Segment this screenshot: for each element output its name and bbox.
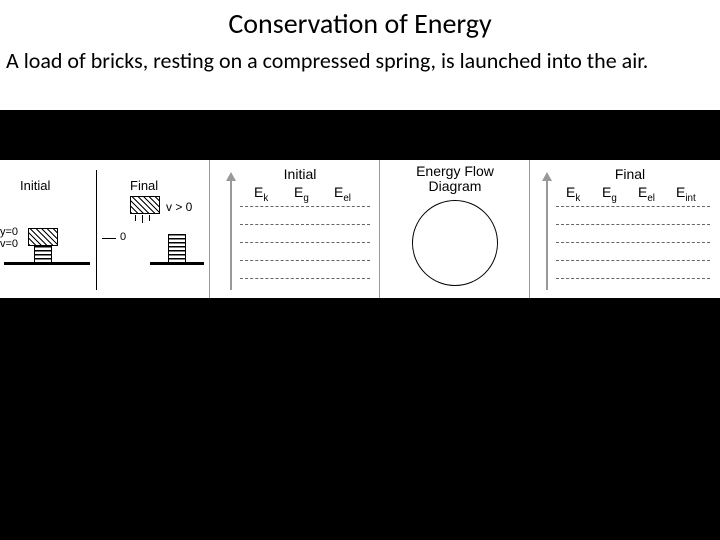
zero-tick: [102, 238, 116, 239]
motion-tick: [142, 215, 143, 223]
label-ek: Ek: [254, 184, 268, 204]
body-text: A load of bricks, resting on a compresse…: [6, 48, 706, 74]
label-eg: Eg: [294, 184, 309, 204]
panel-initial-barchart: Initial Ek Eg Eel: [210, 160, 380, 298]
label-vpos: v > 0: [166, 200, 192, 214]
label-v0: v=0: [0, 238, 18, 250]
dash-row: [556, 224, 710, 225]
dash-row: [240, 278, 370, 279]
motion-tick: [149, 215, 150, 221]
diagram-band: Initial Final y=0 v=0 v > 0 0: [0, 160, 720, 298]
heading-flow-l1: Energy Flow: [416, 163, 494, 179]
label-eel: Eel: [334, 184, 351, 204]
initial-final-divider: [96, 170, 97, 290]
brick-final: [130, 196, 160, 214]
label-initial: Initial: [20, 178, 50, 193]
label-final: Final: [130, 178, 158, 193]
panel-energy-flow: Energy Flow Diagram: [380, 160, 530, 298]
label-eel-f: Eel: [638, 184, 655, 204]
slide: Conservation of Energy A load of bricks,…: [0, 0, 720, 540]
dash-row: [556, 242, 710, 243]
heading-flow: Energy Flow Diagram: [380, 164, 530, 193]
heading-final: Final: [600, 166, 660, 182]
page-title: Conservation of Energy: [0, 6, 720, 41]
dash-row: [556, 278, 710, 279]
heading-flow-l2: Diagram: [429, 178, 482, 194]
label-zero: 0: [120, 231, 126, 243]
panel-final-barchart: Final Ek Eg Eel Eint: [530, 160, 720, 298]
heading-initial: Initial: [270, 166, 330, 182]
panel-physical: Initial Final y=0 v=0 v > 0 0: [0, 160, 210, 298]
y-axis-icon: [230, 180, 232, 290]
motion-tick: [135, 215, 136, 221]
energy-flow-circle: [412, 200, 498, 286]
spring-final: [168, 234, 186, 262]
label-y0: y=0: [0, 226, 18, 238]
y-axis-icon: [546, 180, 548, 290]
dash-row: [240, 242, 370, 243]
dash-row: [240, 206, 370, 207]
dash-row: [556, 260, 710, 261]
brick-initial: [28, 228, 58, 246]
dash-row: [556, 206, 710, 207]
label-eg-f: Eg: [602, 184, 617, 204]
ground-initial: [4, 262, 90, 265]
spring-initial: [34, 246, 52, 262]
label-eint-f: Eint: [676, 184, 696, 204]
dash-row: [240, 224, 370, 225]
dash-row: [240, 260, 370, 261]
label-ek-f: Ek: [566, 184, 580, 204]
ground-final: [150, 262, 204, 265]
